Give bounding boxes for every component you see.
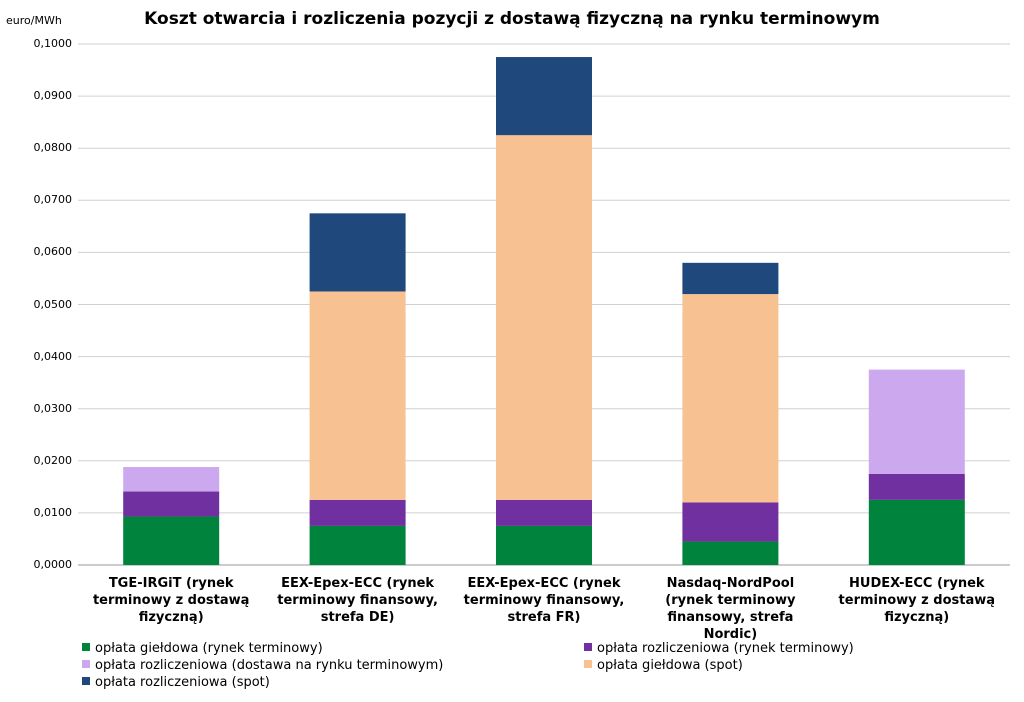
y-tick-label: 0,0400 <box>33 349 73 363</box>
legend-swatch <box>82 643 90 651</box>
chart-title: Koszt otwarcia i rozliczenia pozycji z d… <box>144 9 880 29</box>
y-tick-label: 0,1000 <box>33 37 73 50</box>
legend-item: opłata giełdowa (rynek terminowy) <box>82 641 323 656</box>
bar-segment <box>309 525 406 565</box>
x-category-label: Nasdaq-NordPool (rynek terminowy finanso… <box>665 576 796 642</box>
bar-segment <box>496 525 592 565</box>
bar-segment <box>309 213 406 292</box>
legend-swatch <box>82 677 90 685</box>
x-category-label: TGE-IRGiT (rynek terminowy z dostawą fiz… <box>92 576 250 625</box>
y-tick-label: 0,0600 <box>33 245 73 259</box>
bar-segment <box>309 291 406 500</box>
legend-label: opłata giełdowa (rynek terminowy) <box>95 641 323 656</box>
y-tick-label: 0,0100 <box>33 505 73 519</box>
bar-segment <box>123 467 220 492</box>
y-tick-label: 0,0200 <box>33 453 73 467</box>
bar-segment <box>496 57 592 136</box>
bar-segment <box>496 499 592 526</box>
bar-segment <box>682 502 779 542</box>
legend-label: opłata giełdowa (spot) <box>597 658 743 673</box>
y-axis-unit-label: euro/MWh <box>6 14 62 27</box>
bar-segment <box>123 516 220 565</box>
bar-segment <box>682 262 779 295</box>
y-tick-label: 0,0900 <box>33 89 73 103</box>
legend-swatch <box>584 660 592 668</box>
legend-item: opłata rozliczeniowa (rynek terminowy) <box>584 641 854 656</box>
bar-segment <box>682 294 779 503</box>
bar-segment <box>868 369 965 474</box>
bar-segment <box>123 491 220 517</box>
bar-segment <box>868 499 965 565</box>
legend-label: opłata rozliczeniowa (dostawa na rynku t… <box>95 658 444 673</box>
legend-item: opłata rozliczeniowa (spot) <box>82 675 270 690</box>
x-category-label: EEX-Epex-ECC (rynek terminowy finansowy,… <box>277 576 438 625</box>
bar-segment <box>868 473 965 500</box>
legend-swatch <box>82 660 90 668</box>
legend-label: opłata rozliczeniowa (rynek terminowy) <box>597 641 854 656</box>
y-tick-label: 0,0000 <box>33 558 73 571</box>
legend-label: opłata rozliczeniowa (spot) <box>95 675 270 690</box>
bar-segment <box>682 541 779 565</box>
x-category-label: EEX-Epex-ECC (rynek terminowy finansowy,… <box>463 576 625 625</box>
legend-item: opłata giełdowa (spot) <box>584 658 743 673</box>
y-tick-label: 0,0700 <box>33 193 73 207</box>
bar-segment <box>496 135 592 500</box>
legend-swatch <box>584 643 592 651</box>
legend-item: opłata rozliczeniowa (dostawa na rynku t… <box>82 658 443 673</box>
x-category-label: HUDEX-ECC (rynek terminowy z dostawą fiz… <box>838 576 996 625</box>
y-tick-label: 0,0800 <box>33 141 73 155</box>
bar-segment <box>309 499 406 526</box>
y-tick-label: 0,0300 <box>33 401 73 415</box>
y-tick-label: 0,0500 <box>33 297 73 311</box>
